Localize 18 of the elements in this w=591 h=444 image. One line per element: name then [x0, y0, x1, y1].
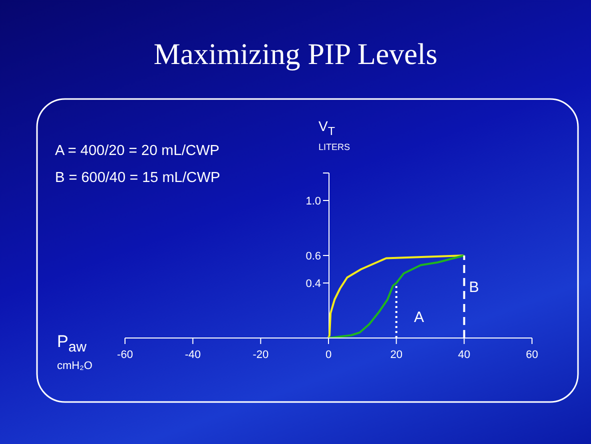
- x-tick-label: 0: [325, 349, 332, 361]
- y-tick-label: 0.4: [305, 278, 320, 290]
- x-tick-label: 20: [390, 349, 402, 361]
- x-tick-label: -20: [252, 349, 269, 361]
- annotation: A: [414, 309, 424, 326]
- annotation: B: [469, 279, 480, 296]
- x-axis-title: P$_{aw}$ cmH₂O: [57, 332, 92, 372]
- x-tick-label: 60: [526, 349, 538, 361]
- y-tick-label: 0.6: [305, 250, 320, 262]
- text: A = 400/20 = 20 mL/CWP: [55, 143, 220, 159]
- x-tick-label: 40: [458, 349, 470, 361]
- line-series: [328, 254, 466, 338]
- annotation: B = 600/40 = 15 mL/CWP: [55, 170, 220, 186]
- x-tick-label: -60: [117, 349, 133, 361]
- y-axis-title: V$_{T}$ LITERS: [318, 118, 350, 152]
- x-tick-label: -40: [184, 349, 201, 361]
- chart-title: Maximizing PIP Levels: [152, 38, 438, 72]
- y-tick-label: 1.0: [305, 195, 320, 208]
